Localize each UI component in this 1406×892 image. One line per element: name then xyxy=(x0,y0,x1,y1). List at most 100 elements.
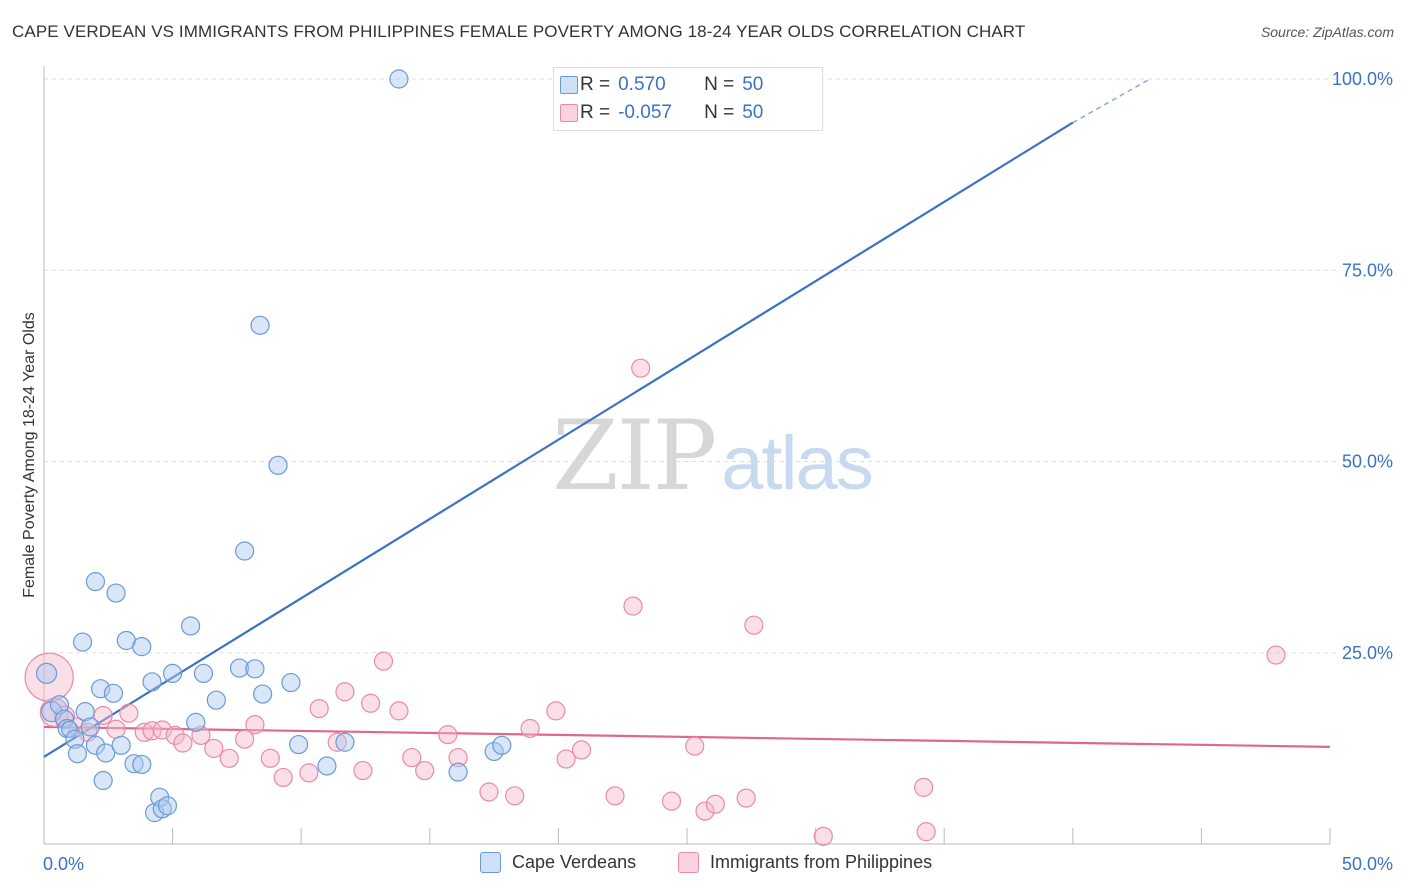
data-point xyxy=(186,712,206,732)
data-point xyxy=(335,732,355,752)
data-point xyxy=(273,767,293,788)
data-point xyxy=(61,720,79,738)
data-point xyxy=(373,651,394,671)
data-point xyxy=(49,695,70,715)
data-point xyxy=(80,717,100,737)
data-point xyxy=(268,455,288,475)
legend-r-label: R = xyxy=(580,74,611,95)
data-point xyxy=(219,748,239,768)
trendlines xyxy=(43,78,1331,758)
data-point xyxy=(520,718,540,739)
data-point xyxy=(389,69,409,89)
data-point xyxy=(181,616,201,636)
data-point xyxy=(75,702,95,722)
watermark-atlas: atlas xyxy=(721,421,874,506)
trendline xyxy=(43,121,1074,758)
data-point xyxy=(165,725,185,745)
data-point xyxy=(492,735,512,755)
data-point xyxy=(744,615,764,635)
legend-row-cape-verdeans: R = 0.570 N = 50 xyxy=(560,73,764,97)
data-point xyxy=(72,632,93,652)
data-point xyxy=(35,662,58,685)
data-point xyxy=(85,572,106,592)
data-point xyxy=(571,740,592,760)
bottom-legend: Cape Verdeans Immigrants from Philippine… xyxy=(0,852,1406,878)
data-point xyxy=(813,826,833,846)
data-point xyxy=(152,799,172,819)
data-point xyxy=(193,663,214,684)
data-point xyxy=(85,735,106,755)
y-tick-label: 25.0% xyxy=(1342,643,1393,663)
data-point xyxy=(132,637,152,657)
data-point xyxy=(235,729,255,749)
trendline-extension xyxy=(1072,78,1151,124)
data-point xyxy=(327,732,347,752)
data-point xyxy=(119,703,139,723)
data-point xyxy=(438,725,458,745)
data-point xyxy=(361,693,381,713)
data-point xyxy=(204,738,224,758)
axes xyxy=(43,66,1331,845)
legend-swatch-pink xyxy=(560,104,578,122)
trendline xyxy=(43,725,1331,748)
chart-title: CAPE VERDEAN VS IMMIGRANTS FROM PHILIPPI… xyxy=(12,22,1026,41)
grid-lines xyxy=(44,78,1340,654)
data-point xyxy=(736,788,756,808)
y-tick-label: 50.0% xyxy=(1342,452,1393,472)
data-point xyxy=(93,705,113,726)
bottom-legend-label: Immigrants from Philippines xyxy=(710,852,933,872)
data-point xyxy=(65,729,85,749)
series-immigrants-philippines xyxy=(24,358,1286,846)
data-point xyxy=(132,754,152,775)
data-point xyxy=(353,760,373,781)
data-point xyxy=(289,734,309,755)
data-point xyxy=(111,735,131,755)
y-tick-label: 100.0% xyxy=(1332,69,1393,89)
data-point xyxy=(253,684,273,704)
data-point xyxy=(235,541,255,561)
data-point xyxy=(448,747,468,768)
legend-r-value: 0.570 xyxy=(618,74,666,95)
data-point xyxy=(484,741,504,762)
legend-n-label: N = xyxy=(704,74,735,95)
data-point xyxy=(335,682,355,702)
data-point xyxy=(916,822,936,842)
data-point xyxy=(142,672,162,692)
data-point xyxy=(695,801,715,821)
legend-r-value: -0.057 xyxy=(618,102,672,123)
data-point xyxy=(299,763,319,783)
bottom-legend-philippines[interactable]: Immigrants from Philippines xyxy=(678,852,932,873)
legend-swatch-pink xyxy=(678,852,699,873)
data-point xyxy=(103,683,124,703)
data-point xyxy=(623,596,643,616)
data-point xyxy=(448,762,468,782)
data-point xyxy=(152,720,172,740)
data-point xyxy=(281,672,301,693)
data-point xyxy=(67,744,88,764)
data-point xyxy=(705,794,725,814)
data-point xyxy=(546,701,566,721)
data-point xyxy=(1266,645,1286,665)
bottom-legend-cape-verdeans[interactable]: Cape Verdeans xyxy=(480,852,636,873)
legend-swatch-blue xyxy=(480,852,501,873)
data-point xyxy=(402,747,422,768)
data-point xyxy=(106,719,126,739)
x-tick-label: 0.0% xyxy=(43,854,84,874)
data-point xyxy=(229,658,250,678)
legend-row-philippines: R = -0.057 N = 50 xyxy=(560,101,763,125)
data-point xyxy=(479,782,499,802)
x-tick-label: 50.0% xyxy=(1342,854,1393,874)
tick-labels: 25.0% 50.0% 75.0% 100.0% 0.0% 50.0% xyxy=(43,69,1393,874)
legend-swatch-blue xyxy=(560,76,578,94)
data-point xyxy=(631,358,651,378)
data-point xyxy=(260,748,280,768)
data-point xyxy=(96,743,116,763)
legend-n-value: 50 xyxy=(742,74,764,95)
data-point xyxy=(250,315,270,335)
data-point xyxy=(93,770,113,791)
data-point xyxy=(142,721,162,741)
data-point xyxy=(245,715,265,735)
data-point xyxy=(317,756,337,776)
data-point xyxy=(206,690,226,710)
legend-r-label: R = xyxy=(580,102,611,123)
